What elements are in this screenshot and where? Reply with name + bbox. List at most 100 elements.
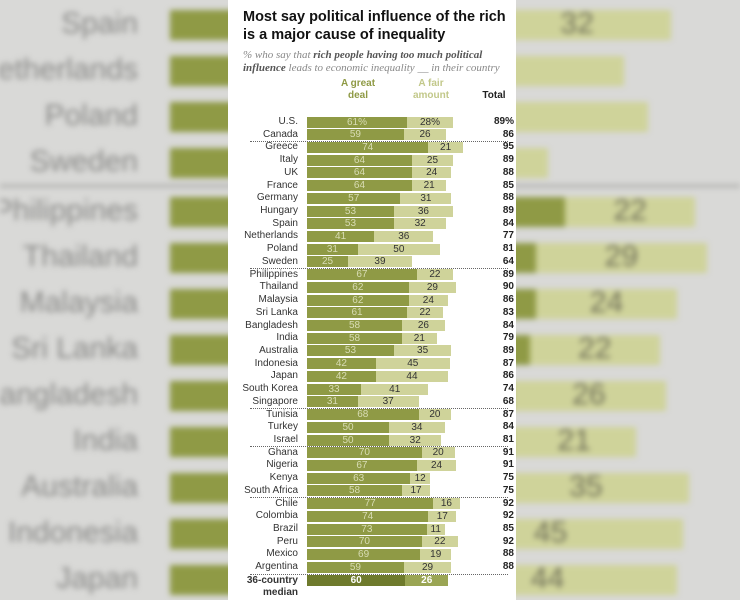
background-country-label: Thailand [22,240,138,273]
group-divider [250,446,508,448]
bar-great-deal: 68 [307,409,419,421]
bar-fair-amount: 26 [402,320,445,332]
total-value: 88 [502,192,514,204]
bar-fair-amount: 45 [375,358,450,370]
bar-great-deal: 42 [307,370,376,382]
bar-great-deal: 59 [307,561,404,573]
bar-fair-amount: 11 [426,523,445,535]
bar-great-deal: 67 [307,269,417,281]
total-value: 85 [502,179,514,191]
country-label: Poland [266,243,298,255]
bar-fair-amount: 35 [393,345,452,357]
country-label: Indonesia [254,357,298,369]
total-value: 87 [502,408,514,420]
total-value: 90 [502,281,514,293]
total-value: 87 [502,357,514,369]
country-label: Bangladesh [245,319,298,331]
bar-great-deal: 61 [307,307,408,319]
background-fair-value: 22 [578,332,612,365]
total-value: 74 [502,383,514,395]
background-country-label: Sweden [29,145,138,178]
total-value: 84 [502,421,514,433]
bar-fair-amount: 28% [407,116,453,128]
total-value: 89 [502,344,514,356]
bar-great-deal: 74 [307,510,429,522]
total-value: 83 [502,306,514,318]
bar-fair-amount: 17 [402,485,430,497]
bar-fair-amount: 41 [361,383,429,395]
total-value: 81 [502,434,514,445]
background-country-label: Bangladesh [0,378,138,411]
country-label: Singapore [252,395,298,407]
bar-great-deal: 50 [307,434,389,446]
bar-fair-amount: 32 [389,434,442,446]
country-label: Nigeria [266,459,298,471]
country-label: Japan [270,370,298,382]
background-bar-fair-amount [529,335,660,365]
bar-great-deal: 59 [307,129,404,141]
chart-subtitle: % who say that rich people having too mu… [243,49,514,75]
bar-great-deal: 53 [307,218,394,230]
background-country-label: Spain [61,7,138,40]
bar-fair-amount: 17 [428,510,457,522]
bar-fair-amount: 32 [393,218,447,230]
background-bar-fair-amount [535,289,678,319]
total-value: 86 [502,370,514,382]
country-label: Brazil [272,523,298,535]
country-label: Greece [265,141,298,153]
subtitle-emphasis: rich people having too much political in… [243,49,483,74]
group-divider [250,408,508,410]
country-label: Chile [275,497,298,509]
country-label: Italy [279,154,298,166]
bar-fair-amount: 29 [403,561,452,573]
country-label: Israel [273,434,298,445]
bar-great-deal: 31 [307,396,358,408]
chart-title: Most say political influence of the rich… [243,9,506,43]
bar-great-deal: 69 [307,548,421,560]
total-value: 89 [502,205,514,217]
background-fair-value: 22 [613,194,647,227]
bar-fair-amount: 36 [374,230,434,242]
country-label: South Korea [242,383,298,395]
bar-fair-amount: 22 [421,536,458,548]
bar-great-deal: 58 [307,485,403,497]
country-label: Canada [262,128,298,140]
group-divider [250,268,508,270]
total-value: 64 [502,255,514,267]
background-country-label: Sri Lanka [11,332,138,365]
bar-great-deal: 67 [307,459,417,471]
total-value: 68 [502,395,514,407]
bar-fair-amount: 21 [428,141,463,153]
background-country-label: Indonesia [7,516,138,549]
total-value: 95 [502,141,514,153]
subtitle-text: % who say that [243,49,314,61]
bar-great-deal: 77 [307,498,434,510]
bar-great-deal: 58 [307,320,403,332]
total-value: 88 [502,166,514,178]
total-value: 86 [502,294,514,306]
bar-great-deal: 50 [307,421,389,433]
bar-fair-amount: 36 [393,205,453,217]
country-label: Sweden [261,255,298,267]
total-header: Total [482,90,506,101]
total-value: 75 [502,472,514,484]
country-label: Spain [272,217,298,229]
total-value: 85 [502,523,514,535]
chart-panel: Most say political influence of the rich… [228,0,516,600]
bar-fair-amount: 34 [389,421,445,433]
total-value: 89 [502,154,514,166]
background-bar-fair-amount [512,427,637,457]
bar-fair-amount: 24 [408,294,449,306]
background-bar-fair-amount [535,243,707,273]
legend-fair-amount: A fair amount [412,78,450,101]
country-label: Colombia [255,510,298,522]
bar-great-deal: 70 [307,447,422,459]
bar-fair-amount: 16 [433,498,460,510]
bar-fair-amount: 26 [403,129,447,141]
country-label: Tunisia [266,408,298,420]
bar-fair-amount: 21 [402,332,437,344]
bar-great-deal: 58 [307,332,403,344]
country-label: Germany [256,192,298,204]
background-bar-fair-amount [482,473,690,503]
group-divider [250,141,508,143]
